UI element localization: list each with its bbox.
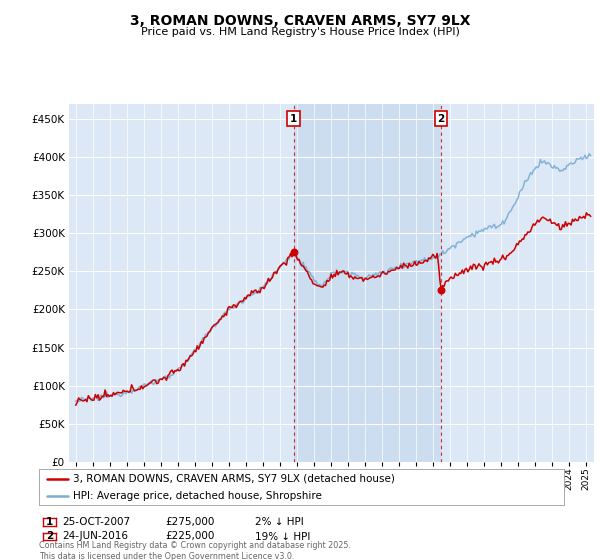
Bar (293, 104, 441, 462)
Text: 1: 1 (290, 114, 297, 124)
Text: 19% ↓ HPI: 19% ↓ HPI (255, 531, 310, 542)
Text: 1: 1 (46, 517, 53, 527)
Text: Price paid vs. HM Land Registry's House Price Index (HPI): Price paid vs. HM Land Registry's House … (140, 27, 460, 38)
Text: 24-JUN-2016: 24-JUN-2016 (62, 531, 128, 542)
Text: 3, ROMAN DOWNS, CRAVEN ARMS, SY7 9LX: 3, ROMAN DOWNS, CRAVEN ARMS, SY7 9LX (130, 14, 470, 28)
Text: Contains HM Land Registry data © Crown copyright and database right 2025.
This d: Contains HM Land Registry data © Crown c… (39, 542, 351, 560)
Text: 3, ROMAN DOWNS, CRAVEN ARMS, SY7 9LX (detached house): 3, ROMAN DOWNS, CRAVEN ARMS, SY7 9LX (de… (73, 474, 395, 483)
Text: 2: 2 (46, 531, 53, 542)
Point (436, 286, 446, 295)
Text: HPI: Average price, detached house, Shropshire: HPI: Average price, detached house, Shro… (73, 491, 322, 501)
Text: £275,000: £275,000 (165, 517, 214, 527)
Text: 25-OCT-2007: 25-OCT-2007 (62, 517, 131, 527)
Text: 2: 2 (437, 114, 445, 124)
Text: 2% ↓ HPI: 2% ↓ HPI (255, 517, 304, 527)
Text: £225,000: £225,000 (165, 531, 214, 542)
Point (289, 248, 298, 257)
